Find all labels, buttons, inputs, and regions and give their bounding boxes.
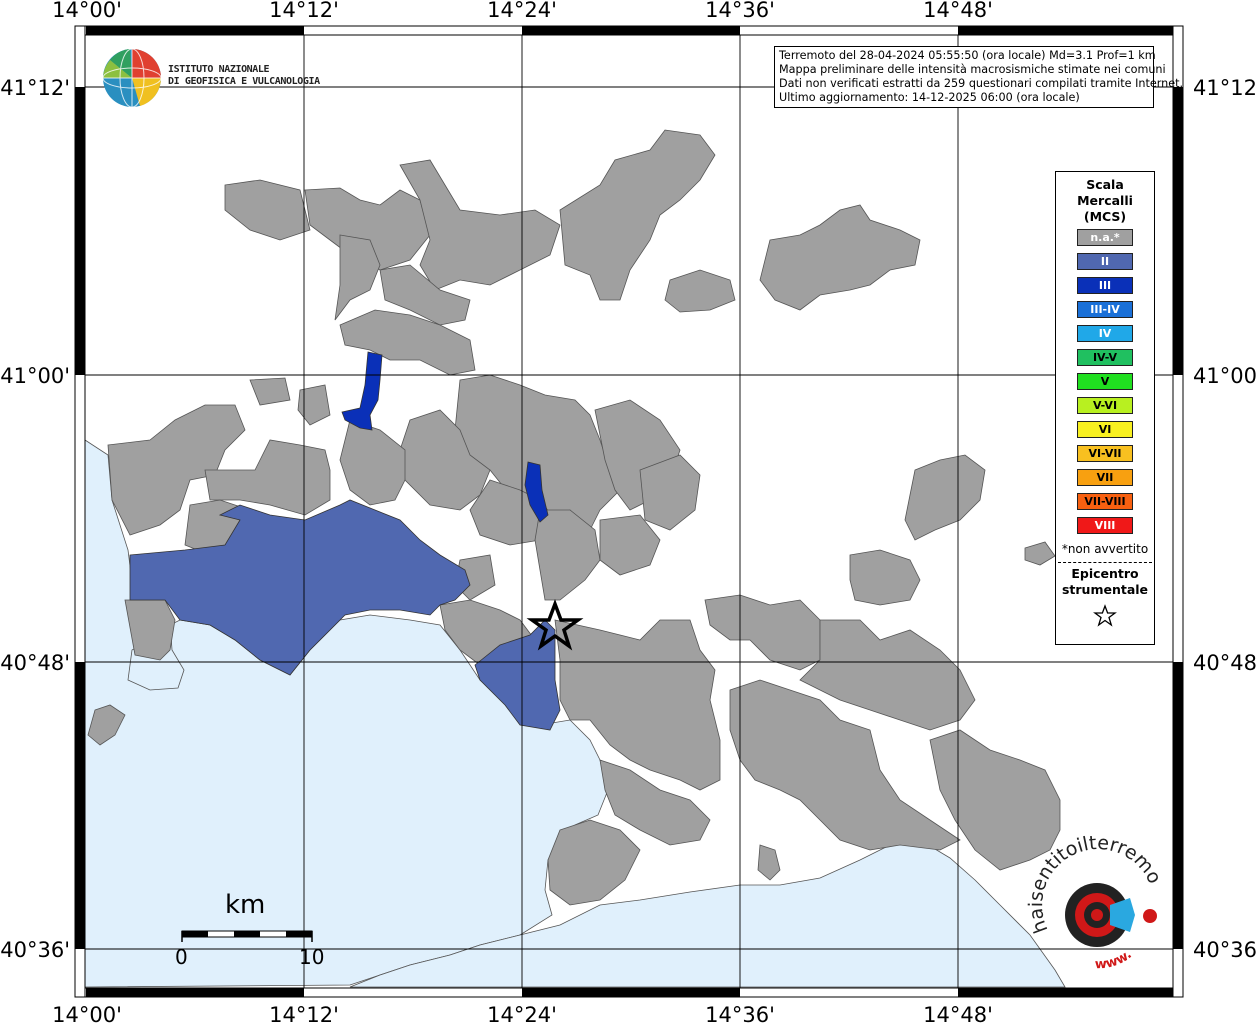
lon-label: 14°36': [705, 1003, 775, 1024]
municipality-area: [599, 514, 661, 576]
legend-item: IV-V: [1077, 349, 1133, 366]
legend-title: Scala Mercalli (MCS): [1056, 177, 1154, 225]
municipality-area: [129, 499, 471, 676]
municipality-area: [729, 679, 961, 851]
legend-item: VII-VIII: [1077, 493, 1133, 510]
legend-title-line: Scala: [1086, 177, 1124, 192]
legend-title-line: Mercalli: [1077, 193, 1133, 208]
municipality-area: [704, 594, 821, 671]
longitude-labels-bottom: 14°00' 14°12' 14°24' 14°36' 14°48': [52, 1003, 993, 1024]
municipality-area: [204, 439, 331, 516]
legend-epicenter-label: Epicentro strumentale: [1056, 566, 1154, 598]
municipality-area: [904, 454, 986, 541]
lat-label: 40°48': [1193, 651, 1257, 675]
municipality-area: [339, 419, 406, 506]
lat-label: 41°00': [1193, 364, 1257, 388]
legend-items: n.a.* II III III-IV IV IV-V V V-VI VI VI-VII VII VI…: [1056, 229, 1154, 534]
legend-note: *non avvertito: [1061, 542, 1149, 556]
municipality-area: [334, 234, 381, 321]
latitude-labels-right: 41°12' 41°00' 40°48' 40°36': [1193, 76, 1257, 962]
lat-label: 40°36': [0, 938, 70, 962]
lon-label: 14°12': [269, 1003, 339, 1024]
legend-epicenter-line: strumentale: [1061, 582, 1149, 597]
municipality-area: [339, 309, 476, 376]
lon-label: 14°36': [705, 0, 775, 22]
epicenter-star-icon: [526, 599, 584, 651]
municipality-area: [599, 759, 711, 846]
event-info-line-1: Terremoto del 28-04-2024 05:55:50 (ora l…: [779, 49, 1156, 62]
sea-area: [84, 439, 609, 988]
lon-label: 14°00': [52, 0, 122, 22]
scale-end-label: 10: [299, 945, 325, 969]
longitude-labels-top: 14°00' 14°12' 14°24' 14°36' 14°48': [52, 0, 993, 22]
legend-item: III-IV: [1077, 301, 1133, 318]
municipality-area: [547, 819, 641, 906]
lat-label: 41°12': [0, 76, 70, 100]
municipality-area: [524, 461, 549, 523]
event-info-line-2: Mappa preliminare delle intensità macros…: [779, 63, 1166, 76]
municipality-area: [759, 204, 921, 311]
municipality-area: [554, 619, 721, 791]
municipality-area: [639, 454, 701, 531]
logo-line-2: DI GEOFISICA E VULCANOLOGIA: [168, 76, 320, 87]
municipality-area: [341, 351, 383, 431]
municipality-area: [399, 159, 561, 291]
lon-label: 14°24': [487, 0, 557, 22]
logo-line-1: ISTITUTO NAZIONALE: [168, 64, 270, 75]
legend-item: IV: [1077, 325, 1133, 342]
legend-separator: [1058, 562, 1152, 563]
legend-title-line: (MCS): [1083, 209, 1127, 224]
scale-start-label: 0: [175, 945, 188, 969]
legend-item: II: [1077, 253, 1133, 270]
legend-item: VI: [1077, 421, 1133, 438]
municipalities-intensity-III: [341, 351, 549, 523]
municipality-area: [379, 264, 471, 326]
legend-item: V-VI: [1077, 397, 1133, 414]
ingv-logo-text: ISTITUTO NAZIONALE DI GEOFISICA E VULCAN…: [168, 64, 320, 88]
lon-label: 14°12': [269, 0, 339, 22]
municipality-area: [799, 619, 976, 731]
event-info-line-3: Dati non verificati estratti da 259 ques…: [779, 77, 1184, 90]
municipality-area: [757, 844, 781, 881]
municipality-area: [664, 269, 736, 313]
legend-item: VI-VII: [1077, 445, 1133, 462]
latitude-labels-left: 41°12' 41°00' 40°48' 40°36': [0, 76, 70, 962]
legend-epicenter-line: Epicentro: [1071, 566, 1139, 581]
scale-unit-label: km: [225, 890, 266, 920]
municipality-area: [224, 179, 311, 241]
municipality-area: [534, 509, 601, 601]
lon-label: 14°00': [52, 1003, 122, 1024]
event-info-line-4: Ultimo aggiornamento: 14-12-2025 06:00 (…: [779, 91, 1080, 104]
municipality-area: [297, 384, 331, 426]
legend-item: VIII: [1077, 517, 1133, 534]
municipality-area: [87, 704, 126, 746]
municipality-area: [849, 549, 921, 606]
legend-star-icon: [1093, 604, 1117, 627]
legend-item: VII: [1077, 469, 1133, 486]
lon-label: 14°24': [487, 1003, 557, 1024]
legend-item: III: [1077, 277, 1133, 294]
lon-label: 14°48': [923, 1003, 993, 1024]
event-info-box: Terremoto del 28-04-2024 05:55:50 (ora l…: [774, 46, 1184, 108]
municipality-area: [559, 129, 716, 301]
ingv-logo-icon: [102, 48, 162, 108]
sea-area-east: [349, 839, 1066, 988]
legend-item: n.a.*: [1077, 229, 1133, 246]
municipality-area: [107, 404, 246, 536]
lat-label: 41°00': [0, 364, 70, 388]
lat-label: 41°12': [1193, 76, 1257, 100]
scale-bar: [181, 930, 313, 942]
lat-label: 40°36': [1193, 938, 1257, 962]
municipality-area: [1024, 541, 1056, 566]
lon-label: 14°48': [923, 0, 993, 22]
legend-item: V: [1077, 373, 1133, 390]
map-frame: [74, 25, 1184, 998]
lat-label: 40°48': [0, 651, 70, 675]
mcs-legend: Scala Mercalli (MCS) n.a.* II III III-IV IV I…: [1055, 171, 1155, 645]
municipality-area: [249, 377, 291, 406]
